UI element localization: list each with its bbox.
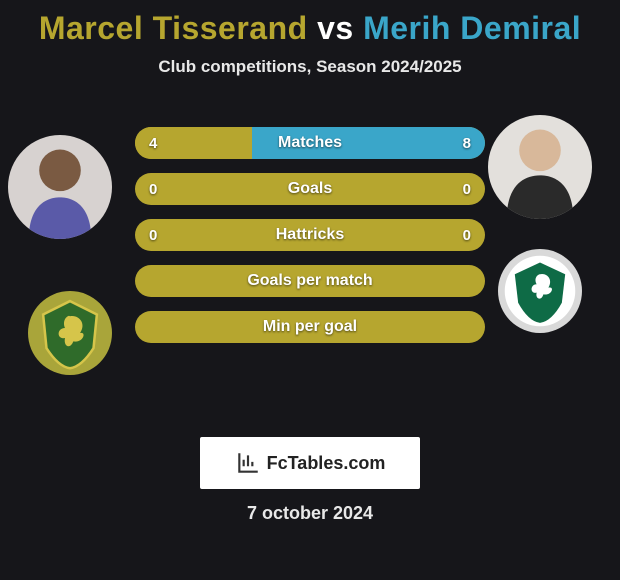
bar-label: Min per goal <box>135 311 485 343</box>
branding-badge: FcTables.com <box>200 437 420 489</box>
stat-bar-row: Hattricks0 0 <box>135 219 485 251</box>
bar-label: Matches <box>135 127 485 159</box>
subtitle: Club competitions, Season 2024/2025 <box>0 57 620 77</box>
branding-text: FcTables.com <box>267 453 386 474</box>
left-club-badge <box>28 291 112 375</box>
comparison-panel: Matches48Goals00Hattricks00Goals per mat… <box>0 107 620 407</box>
stat-bar-row: Goals per match <box>135 265 485 297</box>
bar-value-right: 0 <box>463 173 471 205</box>
bar-value-left: 0 <box>149 173 157 205</box>
stat-bar-row: Goals0 0 <box>135 173 485 205</box>
bar-label: Hattricks <box>135 219 485 251</box>
stat-bars: Matches48Goals00Hattricks00Goals per mat… <box>135 127 485 357</box>
page-title: Marcel Tisserand vs Merih Demiral <box>0 0 620 47</box>
title-part: vs <box>308 10 363 46</box>
bar-value-left: 0 <box>149 219 157 251</box>
left-player-avatar <box>8 135 112 239</box>
right-player-avatar <box>488 115 592 219</box>
bar-value-right: 0 <box>463 219 471 251</box>
title-part: Merih Demiral <box>363 10 581 46</box>
bar-label: Goals per match <box>135 265 485 297</box>
chart-icon <box>235 450 261 476</box>
right-club-badge <box>498 249 582 333</box>
date-text: 7 october 2024 <box>0 503 620 524</box>
bar-label: Goals <box>135 173 485 205</box>
bar-value-left: 4 <box>149 127 157 159</box>
bar-value-right: 8 <box>463 127 471 159</box>
stat-bar-row: Matches4 8 <box>135 127 485 159</box>
title-part: Marcel Tisserand <box>39 10 308 46</box>
stat-bar-row: Min per goal <box>135 311 485 343</box>
